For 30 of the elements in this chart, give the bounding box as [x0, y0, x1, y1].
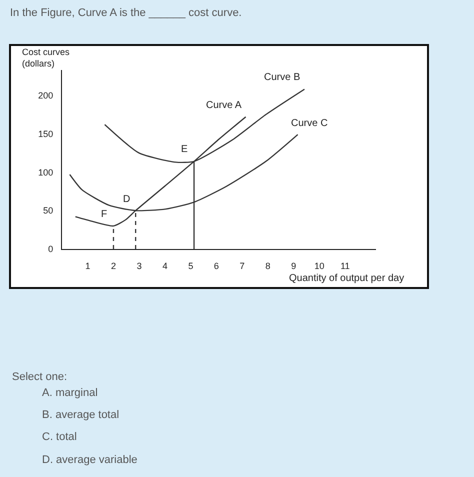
y-tick-label: 0 [48, 244, 54, 254]
series-label: Curve C [291, 118, 328, 129]
y-tick-label: 100 [38, 167, 54, 178]
annotation: F [101, 209, 108, 220]
chart-title: In the Figure, Curve A is the ______ cost curve. [10, 6, 242, 19]
y-tick-label: 150 [38, 128, 54, 139]
y-tick-label: 200 [38, 90, 54, 100]
y-axis-title: Cost curves (dollars) [22, 47, 70, 69]
series-label: Curve B [264, 72, 300, 83]
x-tick-label: 5 [188, 260, 194, 271]
x-tick-label: 11 [340, 260, 350, 271]
x-tick-label: 8 [265, 260, 270, 271]
x-tick-label: 10 [314, 260, 324, 271]
x-tick-label: 7 [240, 260, 245, 271]
x-tick-label: 4 [162, 260, 168, 271]
x-tick-label: 9 [291, 260, 296, 271]
text: Select one: [12, 371, 68, 383]
text: D. average variable [42, 454, 138, 466]
x-tick-label: 3 [136, 260, 142, 271]
text: A. marginal [42, 387, 98, 399]
x-tick-label: 2 [110, 260, 116, 271]
x-tick-label: 1 [85, 260, 90, 271]
x-axis-title: Quantity of output per day [289, 273, 404, 284]
annotation: E [181, 144, 188, 155]
annotation: D [123, 194, 130, 205]
series-label: Curve A [206, 100, 242, 111]
text: B. average total [42, 409, 120, 421]
x-tick-label: 6 [214, 260, 219, 271]
y-tick-label: 50 [43, 206, 54, 216]
text: C. total [42, 431, 77, 443]
